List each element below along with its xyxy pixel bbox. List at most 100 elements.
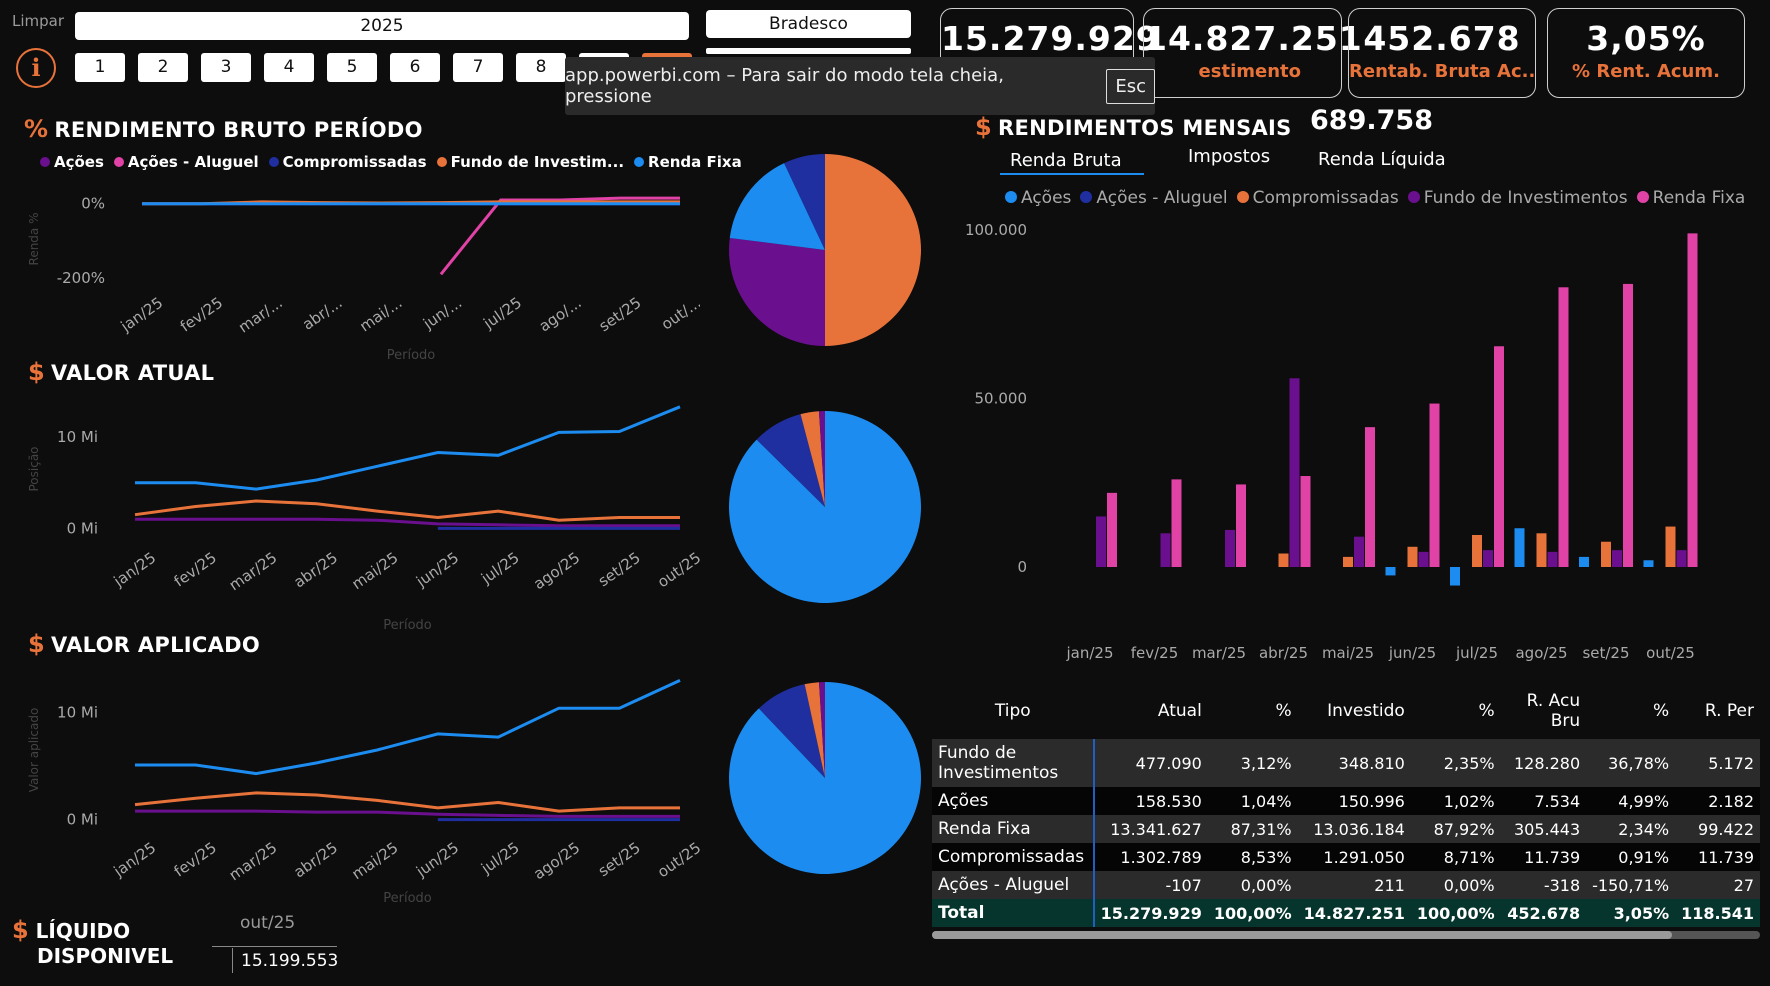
x-tick-label: mar/25 <box>226 549 281 595</box>
month-button-6[interactable]: 6 <box>390 53 440 82</box>
x-tick-label: out/... <box>658 294 700 334</box>
liquido-value: 15.199.553 <box>232 948 338 973</box>
x-tick-label: jun/25 <box>1388 644 1436 662</box>
bar <box>1300 476 1311 567</box>
table-cell: 100,00% <box>1207 899 1298 927</box>
month-button-4[interactable]: 4 <box>264 53 314 82</box>
table-row[interactable]: Renda Fixa 13.341.627 87,31% 13.036.184 87,9… <box>932 815 1760 843</box>
total-row[interactable]: Total 15.279.929 100,00% 14.827.251 100,00% 4… <box>932 899 1760 927</box>
column-header[interactable]: % <box>1207 683 1298 739</box>
table-cell: 4,99% <box>1586 787 1676 815</box>
clear-filters-link[interactable]: Limpar <box>12 12 65 30</box>
table-cell: 0,91% <box>1586 843 1676 871</box>
rend-bruto-line-chart[interactable]: 0% -200% Renda % jan/25 fev/25 mar/... abr/...… <box>20 180 700 360</box>
table-cell: 13.341.627 <box>1093 815 1208 843</box>
x-tick-label: jul/25 <box>477 549 523 588</box>
valor-atual-line-chart[interactable]: 10 Mi 0 Mi Posição jan/25 fev/25 mar/25 abr/25… <box>20 395 700 635</box>
valor-aplicado-pie-chart[interactable] <box>725 678 925 878</box>
series-line <box>134 791 680 813</box>
pie-slice <box>729 237 825 346</box>
valor-atual-title: $ VALOR ATUAL <box>28 358 214 386</box>
table-scrollbar[interactable] <box>932 931 1760 939</box>
tab-renda-bruta[interactable]: Renda Bruta <box>1000 148 1144 175</box>
table-cell: 150.996 <box>1297 787 1411 815</box>
valor-atual-pie-chart[interactable] <box>725 407 925 607</box>
legend-item[interactable]: Ações - Aluguel <box>113 153 259 171</box>
x-tick-label: jan/25 <box>1065 644 1113 662</box>
bar <box>1160 533 1171 567</box>
summary-table-container: Tipo Atual% Investido% R. Acu Bru% R. Per Fu… <box>932 683 1760 939</box>
y-tick-label: 0 Mi <box>67 519 98 537</box>
bar <box>1278 553 1289 567</box>
table-row[interactable]: Ações 158.530 1,04% 150.996 1,02% 7.534 4,99% 2… <box>932 787 1760 815</box>
liquido-line1: LÍQUIDO <box>35 919 131 943</box>
mensais-legend: Ações Ações - Aluguel Compromissadas Fun… <box>1005 188 1745 208</box>
bar <box>1483 550 1493 567</box>
table-cell: 128.280 <box>1500 739 1587 787</box>
legend-item[interactable]: Compromissadas <box>1236 188 1399 208</box>
x-tick-label: out/25 <box>654 549 700 592</box>
table-cell: -150,71% <box>1586 871 1676 899</box>
series-line <box>439 196 680 276</box>
table-cell: 1,04% <box>1207 787 1298 815</box>
bar <box>1365 427 1375 567</box>
month-button-2[interactable]: 2 <box>138 53 188 82</box>
pie-slice <box>758 684 825 778</box>
y-tick-label: 100.000 <box>965 221 1027 239</box>
table-cell: 118.541 <box>1675 899 1760 927</box>
x-tick-label: jun/25 <box>412 549 462 591</box>
y-tick-label: 0 Mi <box>67 811 98 829</box>
legend-item[interactable]: Fundo de Investimentos <box>1407 188 1628 208</box>
legend-item[interactable]: Renda Fixa <box>634 153 742 171</box>
month-button-7[interactable]: 7 <box>453 53 503 82</box>
year-slicer[interactable]: 2025 <box>75 12 689 40</box>
tab-renda-liquida[interactable]: Renda Líquida <box>1318 149 1446 170</box>
bar <box>1601 541 1611 567</box>
bank-slicer-secondary[interactable] <box>706 48 911 54</box>
valor-aplicado-line-chart[interactable]: 10 Mi 0 Mi Valor aplicado jan/25 fev/25 mar/2… <box>20 665 700 910</box>
legend-item[interactable]: Renda Fixa <box>1636 188 1745 208</box>
month-button-5[interactable]: 5 <box>327 53 377 82</box>
x-tick-label: mai/25 <box>348 549 401 594</box>
pie-slice <box>818 682 825 778</box>
info-icon[interactable]: i <box>16 48 56 88</box>
month-button-8[interactable]: 8 <box>516 53 566 82</box>
table-row[interactable]: Ações - Aluguel -107 0,00% 211 0,00% -318 -150… <box>932 871 1760 899</box>
legend-item[interactable]: Ações - Aluguel <box>1080 188 1228 208</box>
legend-item[interactable]: Ações <box>1005 188 1071 208</box>
bar <box>1547 551 1558 567</box>
bar <box>1494 346 1504 567</box>
legend-item[interactable]: Fundo de Investim... <box>436 153 624 171</box>
x-tick-label: out/25 <box>1646 644 1695 662</box>
series-line <box>135 517 680 528</box>
tab-impostos[interactable]: Impostos <box>1188 146 1271 167</box>
legend-item[interactable]: Ações <box>40 153 104 171</box>
esc-key[interactable]: Esc <box>1106 68 1155 104</box>
column-header[interactable]: R. Acu Bru <box>1500 683 1587 739</box>
table-cell: 1.291.050 <box>1297 843 1411 871</box>
table-cell: -318 <box>1500 871 1587 899</box>
column-header[interactable]: % <box>1410 683 1501 739</box>
month-button-1[interactable]: 1 <box>75 53 125 82</box>
x-tick-label: mai/... <box>356 294 405 336</box>
column-header[interactable]: % <box>1586 683 1676 739</box>
table-row[interactable]: Fundo de Investimentos 477.090 3,12% 348.81… <box>932 739 1760 787</box>
kpi-label: Rentab. Bruta Ac... <box>1349 61 1535 82</box>
rend-bruto-pie-chart[interactable] <box>725 150 925 350</box>
bank-slicer[interactable]: Bradesco <box>706 10 911 38</box>
month-button-3[interactable]: 3 <box>201 53 251 82</box>
column-header[interactable]: R. Per <box>1675 683 1760 739</box>
column-header[interactable]: Atual <box>1093 683 1208 739</box>
table-cell: 87,31% <box>1207 815 1298 843</box>
mensais-bar-chart[interactable]: 100.000 50.000 0 jan/25 fev/25 mar/25 abr/25 ma… <box>955 215 1755 675</box>
column-header[interactable]: Investido <box>1297 683 1411 739</box>
table-row[interactable]: Compromissadas 1.302.789 8,53% 1.291.050 8,7… <box>932 843 1760 871</box>
table-cell: 0,00% <box>1410 871 1501 899</box>
column-header[interactable]: Tipo <box>932 683 1094 739</box>
fullscreen-toast: app.powerbi.com – Para sair do modo tela… <box>565 57 1155 115</box>
bar <box>1289 378 1300 567</box>
table-scrollbar-thumb[interactable] <box>932 931 1672 939</box>
legend-item[interactable]: Compromissadas <box>268 153 427 171</box>
table-cell: 14.827.251 <box>1297 899 1411 927</box>
bar <box>1536 533 1547 567</box>
